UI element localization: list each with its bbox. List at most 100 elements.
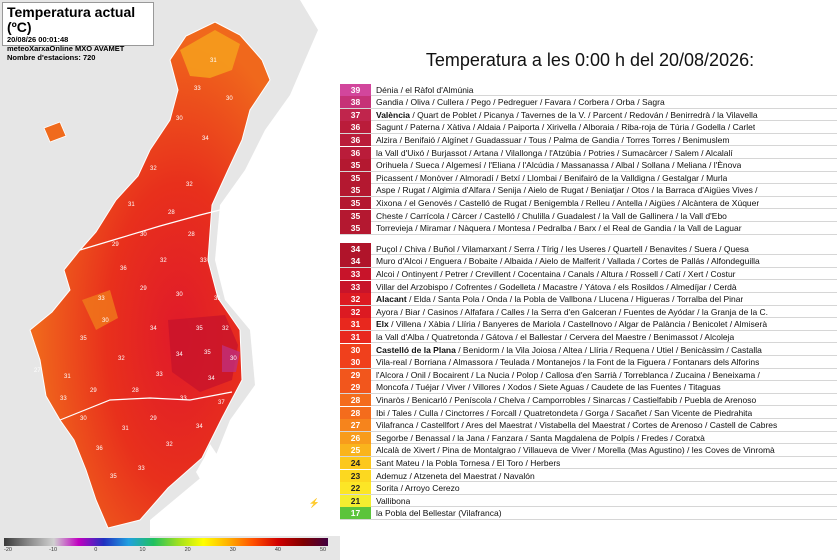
- station-temperature-label: 32: [222, 326, 229, 332]
- scale-tick-label: -10: [49, 547, 58, 553]
- temperature-row: 33 Villar del Arzobispo / Cofrentes / God…: [340, 280, 837, 293]
- temperature-row: 30 Castelló de la Plana / Benidorm / la V…: [340, 343, 837, 356]
- town-names: Gandia / Oliva / Cullera / Pego / Pedreg…: [376, 97, 665, 108]
- temperature-row: 23 Ademuz / Atzeneta del Maestrat / Naval…: [340, 469, 837, 482]
- town-names: Cheste / Carrícola / Càrcer / Castelló /…: [376, 210, 727, 221]
- temperature-value-badge: 28: [340, 406, 371, 419]
- temperature-map: 27 29 32 30 33 31 30 34 32 28 30 36 33 35 31 29 32 34 30 33…: [0, 0, 340, 560]
- temperature-row: 29 Moncofa / Tuéjar / Viver / Villores / …: [340, 381, 837, 394]
- temperature-value-badge: 25: [340, 444, 371, 457]
- panel-title: Temperatura a les 0:00 h del 20/08/2026:: [425, 50, 755, 70]
- temperature-value-badge: 36: [340, 121, 371, 134]
- station-temperature-label: 31: [64, 374, 71, 380]
- temperature-row: 31 la Vall d'Alba / Quatretonda / Gátova …: [340, 330, 837, 344]
- temperature-value-badge: 35: [340, 159, 371, 172]
- town-names: la Vall d'Alba / Quatretonda / Gátova / …: [376, 331, 735, 342]
- temperature-value-badge: 35: [340, 222, 371, 235]
- station-temperature-label: 35: [80, 336, 87, 342]
- station-temperature-label: 32: [118, 356, 125, 362]
- temperature-value-badge: 38: [340, 96, 371, 109]
- temperature-value-badge: 32: [340, 293, 371, 306]
- station-temperature-label: 29: [112, 242, 119, 248]
- town-names: Torrevieja / Miramar / Nàquera / Montesa…: [376, 223, 742, 234]
- station-temperature-label: 30: [176, 292, 183, 298]
- temperature-row: 25 Alcalà de Xivert / Pina de Montalgrao …: [340, 444, 837, 457]
- temperature-row: 38 Gandia / Oliva / Cullera / Pego / Pedr…: [340, 96, 837, 109]
- station-temperature-label: 36: [120, 266, 127, 272]
- temperature-row: 36 Sagunt / Paterna / Xàtiva / Aldaia / P…: [340, 121, 837, 134]
- station-temperature-label: 30: [140, 232, 147, 238]
- map-source: meteoXarxaOnline MXO AVAMET: [7, 44, 125, 53]
- temperature-row: 32 Ayora / Biar / Casinos / Alfafara / Ca…: [340, 305, 837, 319]
- capital-town-name: Elx: [376, 319, 389, 330]
- station-temperature-label: 28: [168, 210, 175, 216]
- town-names: València / Quart de Poblet / Picanya / T…: [376, 109, 758, 120]
- station-temperature-label: 29: [140, 286, 147, 292]
- town-names: Sant Mateu / la Pobla Tornesa / El Toro …: [376, 457, 561, 468]
- coast-hotspot: [222, 345, 240, 372]
- station-temperature-label: 30: [102, 318, 109, 324]
- town-names: Alacant / Elda / Santa Pola / Onda / la …: [376, 294, 744, 305]
- station-temperature-label: 31: [122, 426, 129, 432]
- temperature-value-badge: 26: [340, 431, 371, 444]
- town-names: Aspe / Rugat / Algimia d'Alfara / Senija…: [376, 185, 758, 196]
- station-temperature-label: 28: [132, 388, 139, 394]
- capital-town-name: Alacant: [376, 294, 407, 305]
- temperature-value-badge: 23: [340, 469, 371, 482]
- temperature-value-badge: 35: [340, 196, 371, 209]
- town-names: l'Alcora / Onil / Bocairent / La Nucia /…: [376, 369, 760, 380]
- scale-tick-label: 40: [274, 547, 281, 553]
- station-temperature-label: 33: [194, 86, 201, 92]
- town-names: Sagunt / Paterna / Xàtiva / Aldaia / Pai…: [376, 122, 756, 133]
- town-names: Ayora / Biar / Casinos / Alfafara / Call…: [376, 306, 769, 317]
- temperature-value-badge: 27: [340, 419, 371, 432]
- temperature-value-badge: 31: [340, 318, 371, 331]
- town-names: Orihuela / Sueca / Algemesí / l'Eliana /…: [376, 160, 742, 171]
- town-names: Muro d'Alcoi / Enguera / Bobaite / Albai…: [376, 256, 760, 267]
- town-names: Vallibona: [376, 495, 411, 506]
- town-names: la Vall d'Uixó / Burjassot / Artana / Vi…: [376, 147, 733, 158]
- scale-tick-label: 20: [184, 547, 191, 553]
- town-names: Alcoi / Ontinyent / Petrer / Crevillent …: [376, 268, 736, 279]
- temperature-row: 21 Vallibona: [340, 494, 837, 508]
- avamet-logo: avamet associació valenciana de meteorol…: [188, 442, 338, 516]
- station-temperature-label: 30: [80, 416, 87, 422]
- scale-tick-label: 10: [139, 547, 146, 553]
- temperature-row: 34 Muro d'Alcoi / Enguera / Bobaite / Alb…: [340, 255, 837, 268]
- province-border: [59, 391, 233, 421]
- town-names: Castelló de la Plana / Benidorm / la Vil…: [376, 344, 762, 355]
- station-temperature-label: 30: [226, 96, 233, 102]
- province-border: [79, 209, 221, 251]
- town-names: Elx / Villena / Xàbia / Llíria / Banyere…: [376, 319, 768, 330]
- station-temperature-label: 32: [160, 258, 167, 264]
- station-temperature-label: 33: [180, 396, 187, 402]
- station-temperature-label: 33: [138, 466, 145, 472]
- temperature-row: 22 Sorita / Arroyo Cerezo: [340, 482, 837, 495]
- station-temperature-label: 33: [156, 372, 163, 378]
- color-scale-bar: [4, 538, 328, 546]
- temperature-value-badge: 35: [340, 184, 371, 197]
- temperature-value-badge: 39: [340, 83, 371, 96]
- temperature-row: 29 l'Alcora / Onil / Bocairent / La Nucia…: [340, 368, 837, 382]
- temperature-row: 17 la Pobla del Bellestar (Vilafranca): [340, 507, 837, 520]
- temperature-value-badge: 29: [340, 381, 371, 394]
- region-shape: [29, 21, 271, 529]
- temperature-row: 31 Elx / Villena / Xàbia / Llíria / Banye…: [340, 318, 837, 331]
- temperature-row: 30 Vila-real / Borriana / Almassora / Teu…: [340, 356, 837, 369]
- temperature-row: 35 Orihuela / Sueca / Algemesí / l'Eliana…: [340, 159, 837, 172]
- station-temperature-label: 34: [208, 376, 215, 382]
- temperature-value-badge: 34: [340, 242, 371, 255]
- station-temperature-label: 34: [202, 136, 209, 142]
- town-names: Moncofa / Tuéjar / Viver / Villores / Xo…: [376, 382, 721, 393]
- temperature-value-badge: 30: [340, 343, 371, 356]
- map-station-count: Nombre d'estacions: 720: [7, 53, 96, 62]
- station-temperature-label: 27: [34, 368, 41, 374]
- station-temperature-label: 36: [96, 446, 103, 452]
- enclave-shape: [43, 121, 67, 143]
- region-map: 27 29 32 30 33 31 30 34 32 28 30 36 33 35 31 29 32 34 30 33…: [29, 0, 340, 536]
- temperature-value-badge: 37: [340, 108, 371, 121]
- station-temperature-label: 31: [214, 296, 221, 302]
- station-temperature-label: 28: [188, 232, 195, 238]
- station-temperature-label: 29: [150, 416, 157, 422]
- temperature-row: 35 Cheste / Carrícola / Càrcer / Castelló…: [340, 209, 837, 222]
